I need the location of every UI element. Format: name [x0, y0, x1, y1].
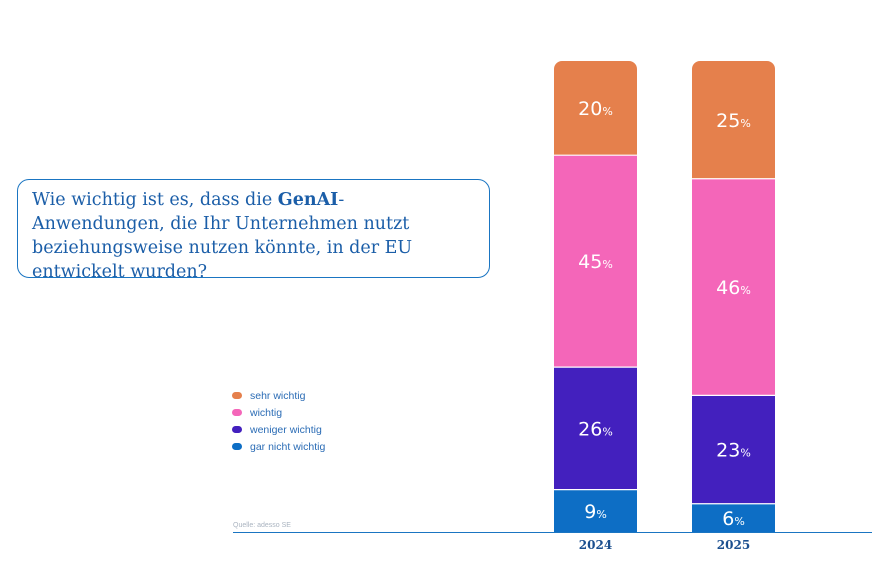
legend-swatch: [232, 392, 242, 399]
bar-2024: [554, 61, 637, 532]
legend-label: wichtig: [250, 406, 283, 419]
question-text-end: -Anwendungen, die Ihr Unternehmen nutzt …: [32, 190, 413, 282]
bar-segment-2024-sehr-wichtig: [554, 61, 637, 156]
legend-label: gar nicht wichtig: [250, 440, 326, 453]
data-label-2025-wichtig: 46%: [716, 277, 751, 299]
data-label-2024-weniger-wichtig: 26%: [578, 418, 613, 440]
bar-segment-2025-weniger-wichtig: [692, 395, 775, 504]
legend-item-weniger-wichtig: weniger wichtig: [232, 421, 325, 438]
bar-2025: [692, 61, 775, 532]
bar-segment-2025-wichtig: [692, 178, 775, 396]
data-label-2025-gar-nicht-wichtig: 6%: [722, 508, 745, 530]
bar-segment-2024-wichtig: [554, 155, 637, 368]
legend-swatch: [232, 443, 242, 450]
legend-item-wichtig: wichtig: [232, 404, 325, 421]
source-note: Quelle: adesso SE: [233, 522, 291, 529]
bar-segment-2025-sehr-wichtig: [692, 61, 775, 179]
question-text-start: Wie wichtig ist es, dass die: [32, 190, 278, 210]
bar-segment-2024-gar-nicht-wichtig: [554, 489, 637, 532]
legend-label: sehr wichtig: [250, 389, 306, 402]
legend-label: weniger wichtig: [250, 423, 322, 436]
data-label-2024-sehr-wichtig: 20%: [578, 98, 613, 120]
data-label-2025-sehr-wichtig: 25%: [716, 110, 751, 132]
legend-swatch: [232, 426, 242, 433]
data-label-2024-gar-nicht-wichtig: 9%: [584, 501, 607, 523]
legend-item-gar-nicht-wichtig: gar nicht wichtig: [232, 438, 325, 455]
data-label-2025-weniger-wichtig: 23%: [716, 440, 751, 462]
x-tick-label-2024: 2024: [579, 538, 612, 552]
data-label-2024-wichtig: 45%: [578, 251, 613, 273]
bar-segment-2025-gar-nicht-wichtig: [692, 503, 775, 532]
x-tick-label-2025: 2025: [717, 538, 750, 552]
chart-legend: sehr wichtig wichtig weniger wichtig gar ni…: [232, 387, 325, 455]
bar-segment-2024-weniger-wichtig: [554, 367, 637, 490]
question-box: Wie wichtig ist es, dass die GenAI-Anwen…: [17, 179, 490, 282]
question-highlight: GenAI: [277, 190, 339, 210]
legend-swatch: [232, 409, 242, 416]
legend-item-sehr-wichtig: sehr wichtig: [232, 387, 325, 404]
